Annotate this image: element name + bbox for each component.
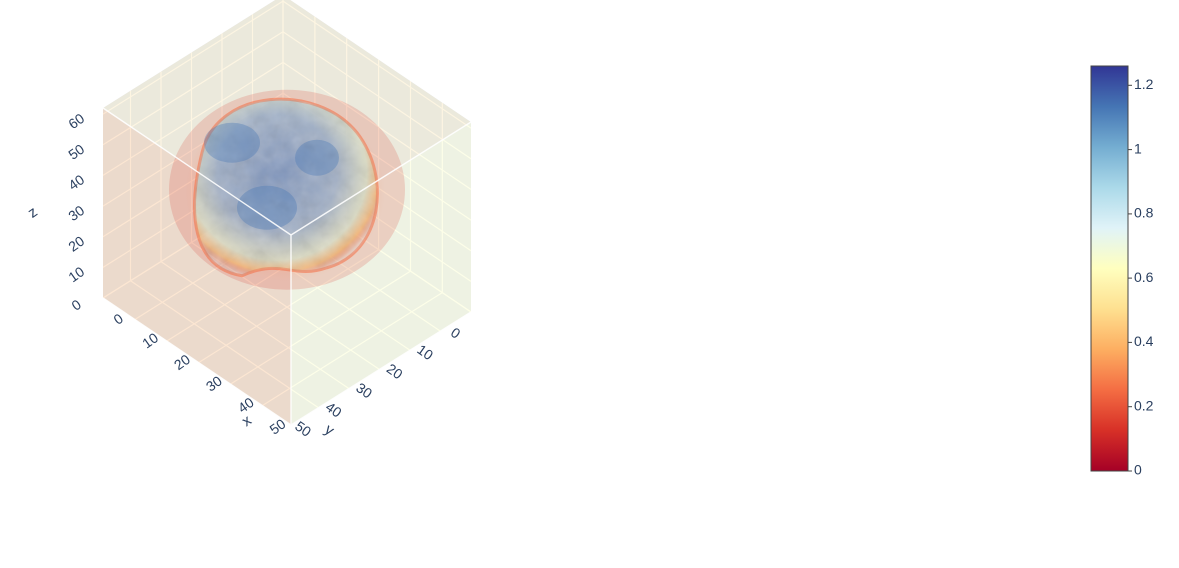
z-tick-label: 20 — [65, 232, 87, 254]
z-tick-label: 10 — [65, 263, 87, 285]
cube-outline — [102, 107, 472, 426]
colorbar-gradient — [1090, 65, 1129, 472]
volume-dense-region-2 — [295, 139, 339, 176]
x-axis-title: x — [239, 412, 255, 431]
z-tick-label: 30 — [65, 202, 87, 224]
z-tick-label: 0 — [68, 296, 84, 314]
colorbar: 0 0.2 0.4 0.6 0.8 1 1.2 — [1090, 65, 1154, 478]
volume-texture — [194, 99, 378, 276]
volume-face-right — [291, 122, 471, 425]
colorbar-tick-label: 0 — [1134, 462, 1142, 478]
y-axis-title: y — [321, 421, 337, 440]
colorbar-tick-label: 1 — [1134, 140, 1142, 156]
volume-rendering — [103, 0, 471, 425]
z-axis-title: z — [25, 203, 41, 221]
colorbar-tick-label: 1.2 — [1134, 76, 1154, 92]
y-tick-label: 0 — [448, 324, 464, 342]
z-tick-label: 60 — [65, 110, 87, 132]
colorbar-tick-label: 0.6 — [1134, 269, 1154, 285]
z-tick-label: 50 — [65, 141, 87, 163]
volume-dense-region-1 — [237, 185, 297, 230]
volume-dense-region-0 — [204, 122, 260, 163]
volume-face-left — [103, 108, 291, 425]
colorbar-tick-label: 0.2 — [1134, 397, 1154, 413]
colorbar-tick-label: 0.4 — [1134, 333, 1154, 349]
z-tick-label: 40 — [65, 171, 87, 193]
colorbar-tick-label: 0.8 — [1134, 205, 1154, 221]
